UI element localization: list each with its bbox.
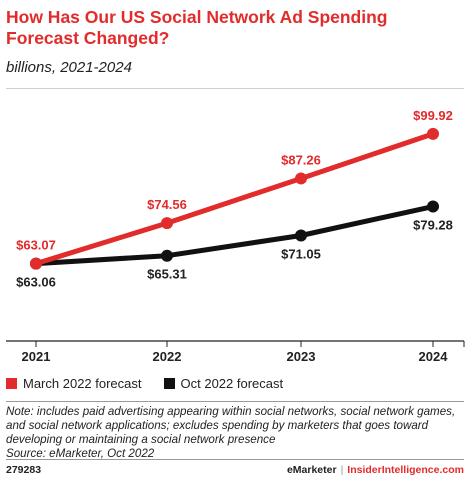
x-tick-label-2023: 2023 (287, 349, 316, 364)
data-point-oct-2024 (427, 200, 439, 213)
line-chart: 2021 2022 2023 2024 $63.07 $74.56 $87.26 $99.92… (6, 108, 465, 364)
data-label-march-2022: $74.56 (147, 197, 187, 212)
data-point-oct-2023 (295, 229, 307, 242)
brand-separator: | (340, 464, 344, 476)
chart-title: How Has Our US Social Network Ad Spendin… (6, 7, 388, 48)
data-label-march-2021: $63.07 (16, 238, 56, 253)
brand-emarketer: eMarketer (286, 464, 337, 476)
data-point-march-2024 (427, 127, 439, 140)
x-tick-label-2021: 2021 (22, 349, 51, 364)
brand-credit: eMarketer | InsiderIntelligence.com (287, 464, 464, 476)
data-label-oct-2024: $79.28 (413, 218, 453, 233)
chart-legend: March 2022 forecast Oct 2022 forecast (6, 376, 305, 391)
series-line-march (33, 131, 436, 267)
x-tick-label-2022: 2022 (153, 349, 182, 364)
legend-item-march: March 2022 forecast (6, 376, 142, 391)
note-text: Note: includes paid advertising appearin… (6, 405, 456, 446)
legend-swatch-march (6, 378, 17, 389)
legend-label-oct: Oct 2022 forecast (180, 376, 284, 391)
data-label-march-2024: $99.92 (413, 108, 453, 123)
footer-divider (6, 401, 464, 402)
data-label-march-2023: $87.26 (281, 152, 321, 167)
brand-insider-intelligence: InsiderIntelligence.com (347, 464, 464, 476)
source-text: Source: eMarketer, Oct 2022 (6, 447, 155, 460)
data-label-oct-2021: $63.06 (16, 275, 56, 290)
data-point-march-2023 (295, 172, 307, 185)
data-point-oct-2022 (161, 249, 173, 262)
bottom-divider (6, 459, 464, 460)
footnote: Note: includes paid advertising appearin… (6, 405, 464, 461)
chart-subtitle: billions, 2021-2024 (6, 59, 132, 76)
x-tick-label-2024: 2024 (419, 349, 449, 364)
data-label-oct-2022: $65.31 (147, 267, 187, 282)
series-line-oct (33, 204, 436, 267)
top-divider (6, 88, 464, 89)
data-point-march-2022 (161, 217, 173, 230)
chart-id: 279283 (6, 464, 42, 476)
data-label-oct-2023: $71.05 (281, 247, 321, 262)
legend-swatch-oct (163, 378, 175, 389)
legend-item-oct: Oct 2022 forecast (163, 376, 284, 391)
legend-label-march: March 2022 forecast (23, 376, 142, 391)
data-point-march-2021 (30, 257, 42, 270)
